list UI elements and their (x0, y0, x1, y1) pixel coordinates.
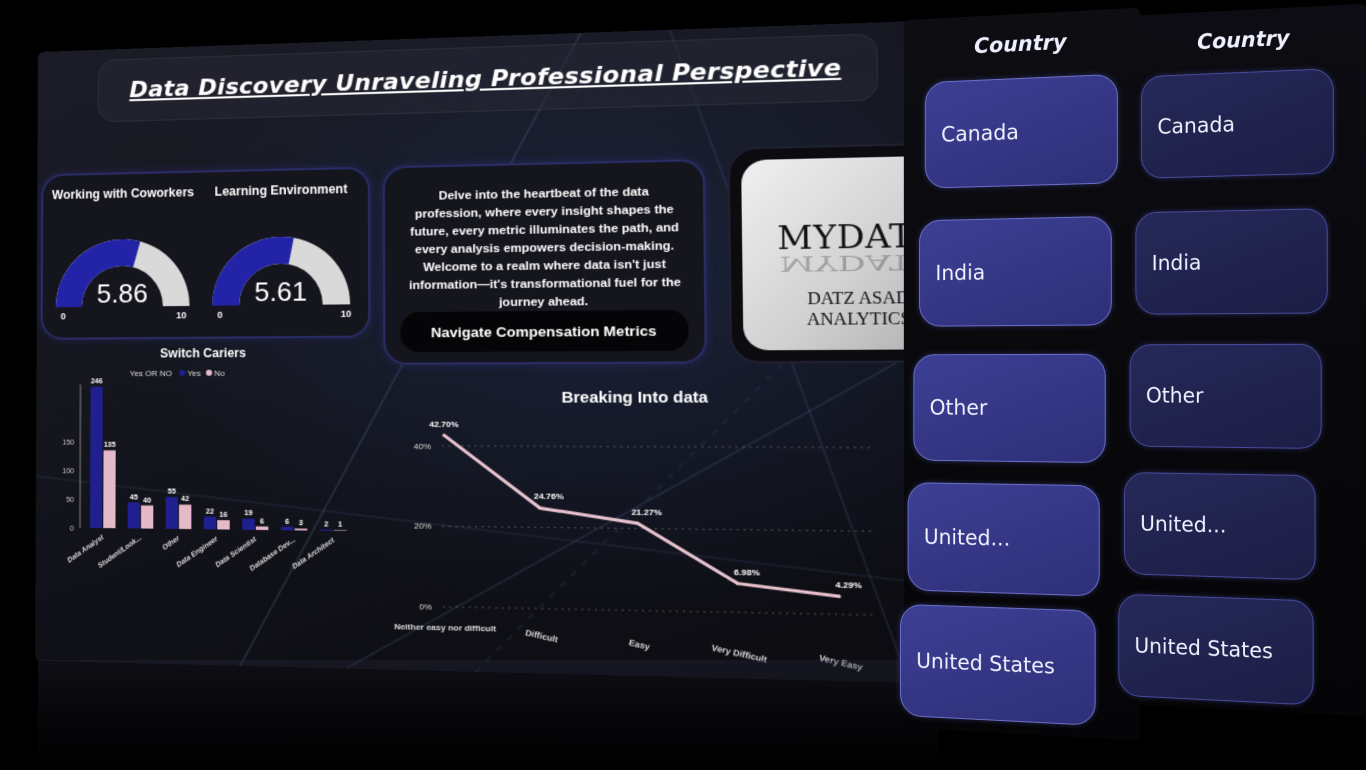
navigate-compensation-button[interactable]: Navigate Compensation Metrics (400, 309, 689, 353)
y-axis-line (80, 384, 81, 527)
data-label: 6.98% (734, 567, 760, 577)
country-button-united[interactable]: United... (1123, 472, 1316, 581)
gauge-value: 5.61 (254, 275, 308, 308)
chart-title: Breaking Into data (561, 388, 708, 407)
bar-yes (320, 529, 333, 531)
bar-data-label: 22 (206, 508, 214, 515)
bar-no (217, 520, 230, 530)
switch-careers-bar-chart: Switch Cariers Yes OR NO Yes No 150 100 50 0 246… (62, 346, 347, 573)
bar-yes (127, 502, 141, 529)
y-tick-label: 50 (66, 497, 74, 504)
bar-no (294, 528, 308, 531)
gauge-min-label: 0 (217, 309, 223, 321)
legend-label-yes: Yes (187, 369, 200, 378)
gauge-value: 5.86 (96, 277, 148, 309)
y-tick-label: 100 (62, 468, 74, 475)
x-tick-label: Neither easy nor difficult (394, 622, 496, 634)
bar-data-label: 2 (324, 521, 328, 528)
x-tick-label: Difficult (524, 628, 559, 645)
country-button-canada[interactable]: Canada (1141, 68, 1334, 179)
breaking-into-data-line-chart: Breaking Into data 40% 20% 0% 42.70% Neither … (394, 388, 897, 673)
bar-data-label: 6 (260, 518, 264, 525)
grid-line (443, 607, 873, 615)
data-label: 4.29% (835, 580, 862, 590)
bar-data-label: 1 (338, 522, 342, 529)
gauge-max-label: 10 (340, 308, 352, 320)
gauge-min-label: 0 (60, 311, 66, 322)
slicer-title: Country (1197, 25, 1290, 55)
y-tick-label: 40% (414, 442, 431, 452)
data-label: 24.76% (534, 492, 564, 502)
gauge-learning-environment: Learning Environment 5.61 0 10 (203, 175, 360, 332)
y-tick-label: 150 (62, 440, 74, 447)
gauge-arc (212, 235, 351, 306)
bar-data-label: 45 (130, 494, 138, 501)
bar-yes (165, 496, 178, 529)
bar-no (255, 526, 269, 531)
legend-marker-no (205, 369, 213, 376)
country-button-united-states[interactable]: United States (1118, 593, 1314, 706)
bar-data-label: 3 (299, 520, 303, 527)
gauge-arc (55, 238, 190, 308)
country-slicer-panel-secondary: Country Canada India Other United... Uni… (1118, 3, 1366, 717)
x-tick-label: Other (161, 534, 182, 552)
x-tick-label: Data Architect (291, 537, 337, 571)
intro-card: Delve into the heartbeat of the data pro… (382, 158, 708, 365)
bar-data-label: 135 (104, 442, 116, 449)
country-button-united[interactable]: United... (907, 482, 1100, 597)
country-button-india[interactable]: India (919, 215, 1112, 327)
title-bar: Data Discovery Unraveling Professional P… (97, 33, 879, 123)
legend-title: Yes OR NO (130, 369, 172, 378)
slicer-title: Country (974, 29, 1067, 59)
y-tick-label: 20% (414, 522, 431, 532)
bar-data-label: 246 (91, 378, 103, 385)
y-tick-label: 0 (70, 526, 74, 533)
grid-line (442, 446, 870, 448)
y-tick-label: 0% (419, 602, 432, 612)
legend-marker-yes (179, 369, 186, 376)
gauge-title: Learning Environment (214, 181, 348, 199)
country-button-united-states[interactable]: United States (900, 603, 1096, 726)
legend-label-no: No (214, 369, 225, 378)
dashboard-panel: Data Discovery Unraveling Professional P… (35, 17, 1030, 686)
bar-data-label: 16 (219, 512, 227, 519)
bar-yes (203, 516, 217, 530)
data-point (442, 433, 446, 437)
x-tick-label: Easy (628, 638, 651, 652)
bar-data-label: 40 (143, 497, 151, 504)
bar-data-label: 55 (168, 489, 176, 496)
bar-yes (242, 518, 255, 530)
data-label: 42.70% (429, 419, 458, 429)
country-button-other[interactable]: Other (1129, 343, 1322, 450)
country-button-other[interactable]: Other (913, 353, 1106, 464)
bar-data-label: 19 (244, 510, 252, 517)
bar-yes (90, 386, 103, 529)
bar-yes (280, 526, 294, 531)
bar-no (333, 530, 347, 531)
gauge-max-label: 10 (176, 310, 187, 321)
bar-data-label: 42 (181, 496, 189, 503)
country-button-canada[interactable]: Canada (924, 73, 1118, 189)
country-button-india[interactable]: India (1135, 208, 1328, 315)
floor-reflection (38, 660, 938, 770)
x-tick-label: Data Analyst (66, 534, 106, 565)
gauge-working-with-coworkers: Working with Coworkers 5.86 0 10 (47, 179, 199, 334)
gauges-card: Working with Coworkers 5.86 0 10 Learnin… (40, 166, 371, 340)
bar-no (140, 505, 154, 529)
country-slicer-panel: Country Canada India Other United... Uni… (900, 7, 1141, 741)
chart-title: Switch Cariers (160, 346, 246, 361)
grid-line (442, 526, 871, 531)
bar-data-label: 6 (285, 518, 289, 525)
bar-no (178, 504, 192, 530)
page-title: Data Discovery Unraveling Professional P… (129, 54, 842, 103)
data-label: 21.27% (631, 507, 662, 517)
gauge-title: Working with Coworkers (51, 184, 194, 203)
intro-text: Delve into the heartbeat of the data pro… (408, 185, 682, 310)
bar-no (103, 450, 116, 529)
